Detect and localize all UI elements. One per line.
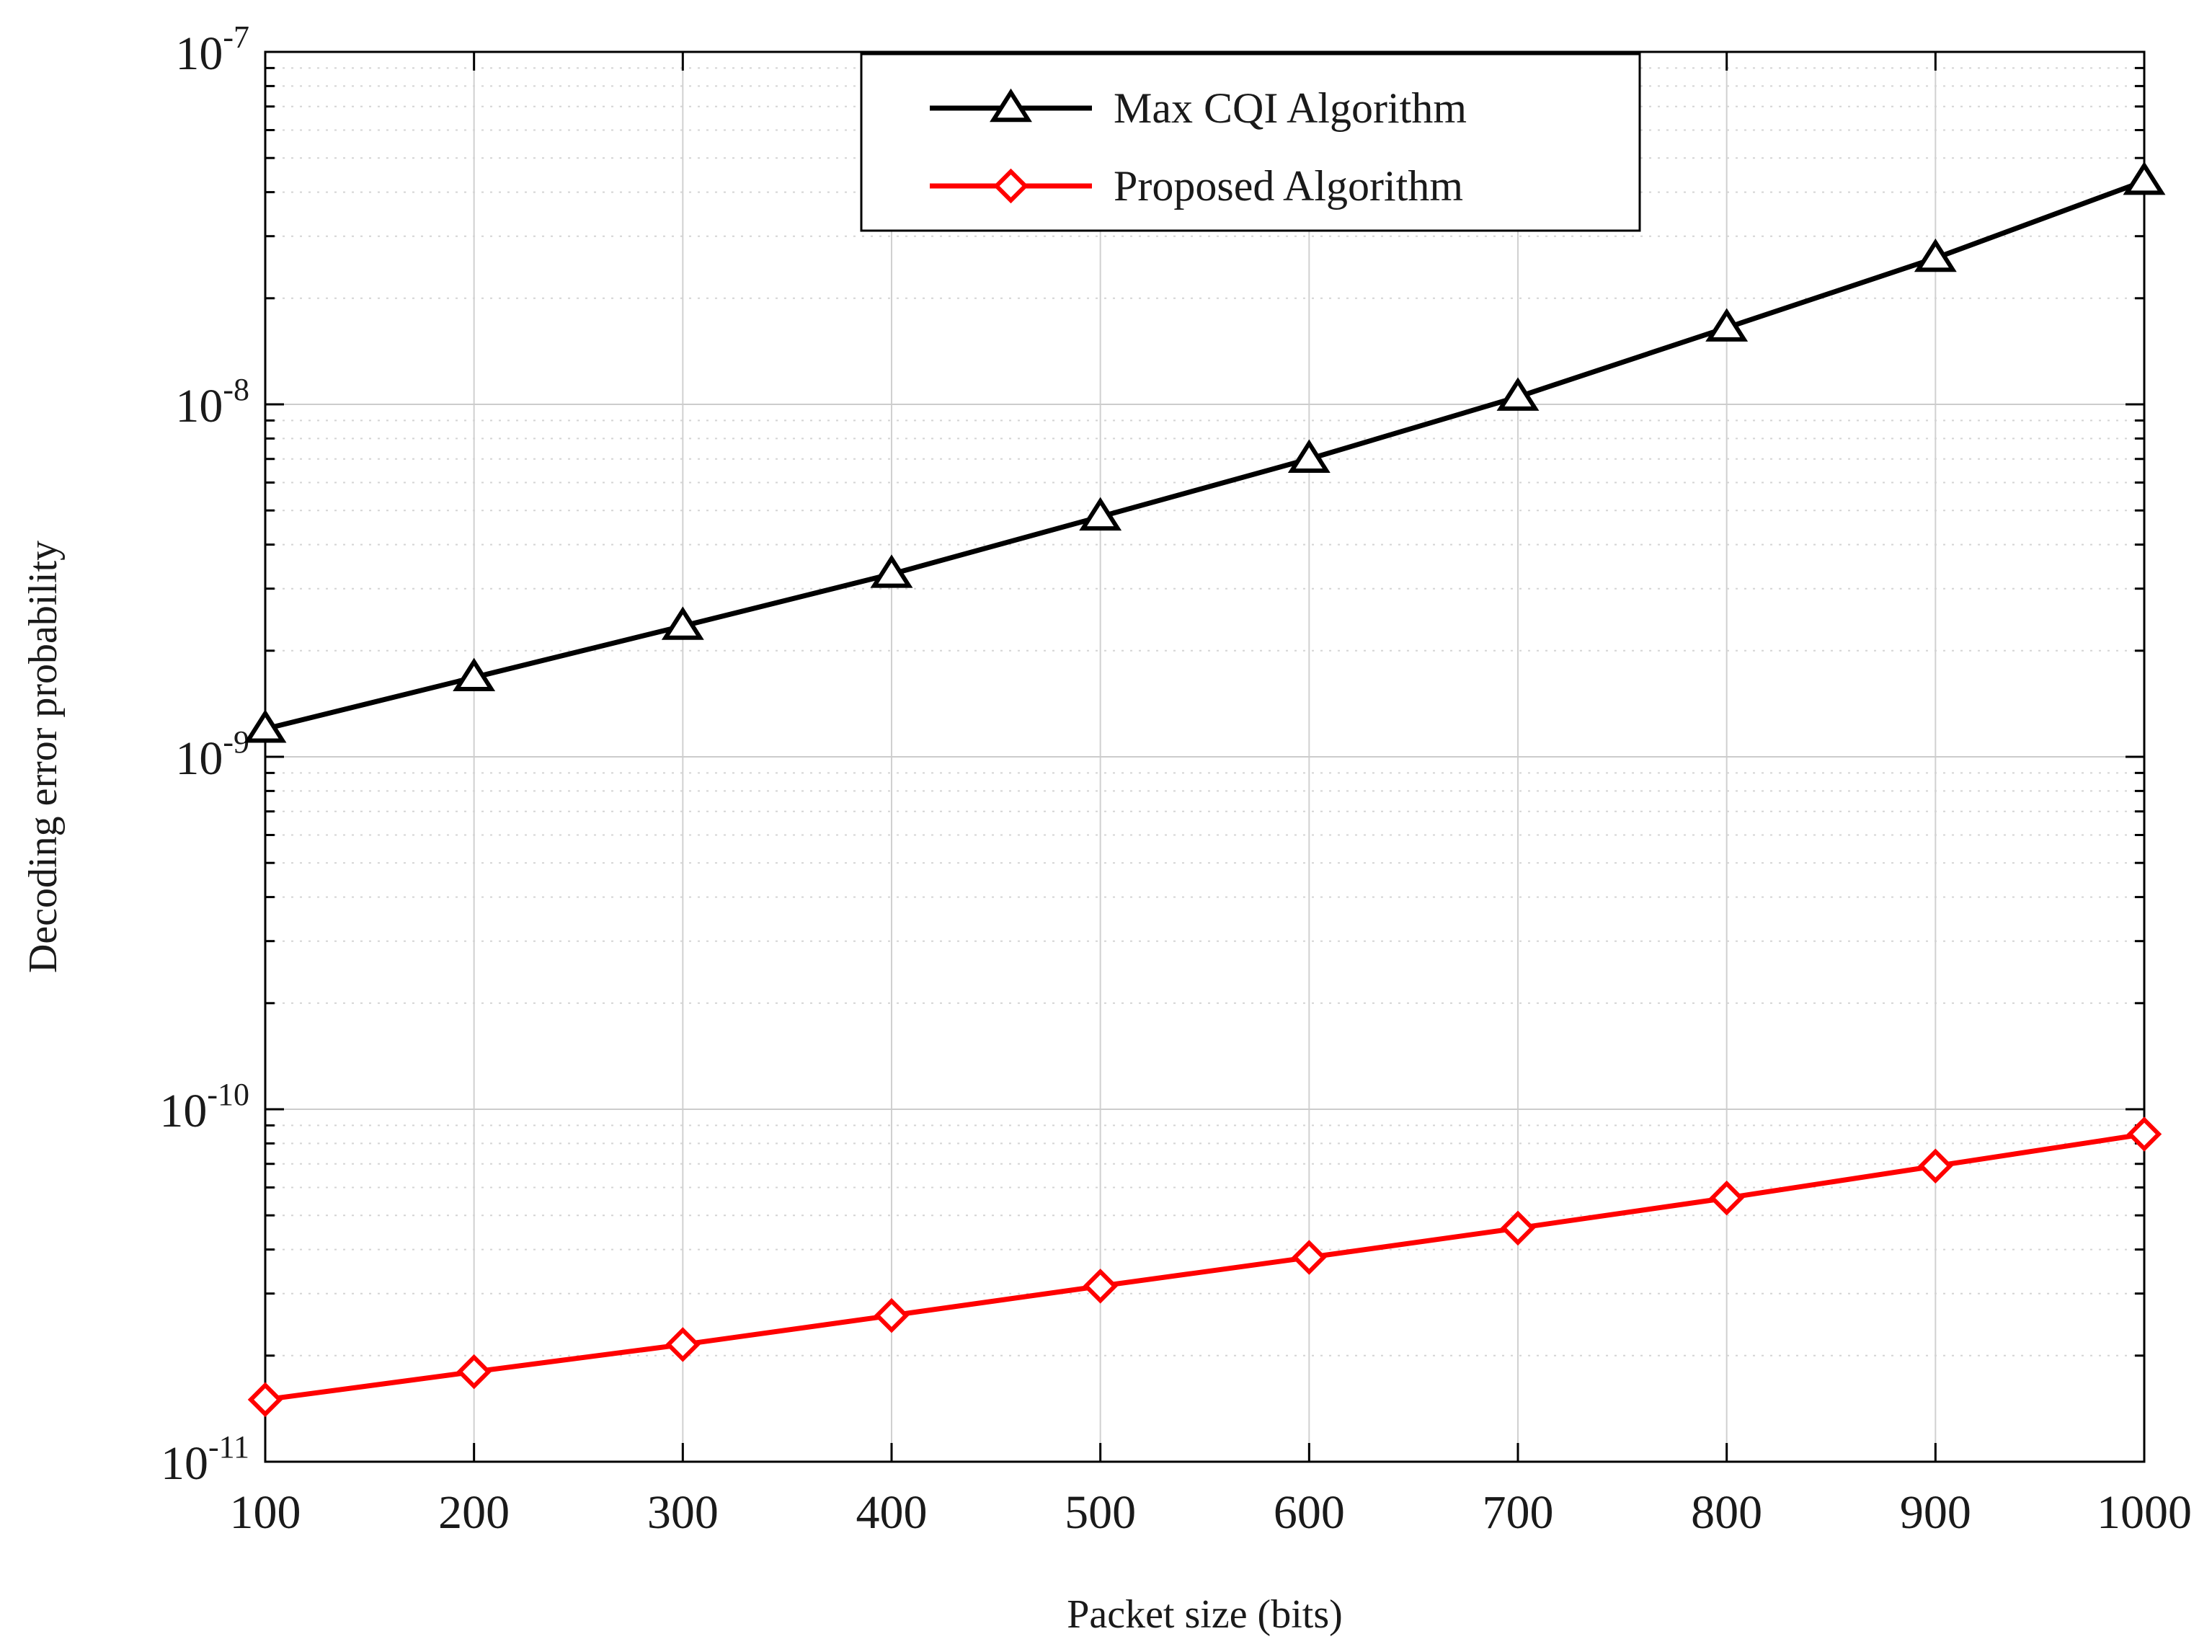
triangle-marker — [1705, 308, 1749, 342]
diamond-marker — [1292, 1240, 1327, 1275]
x-tick-label: 900 — [1900, 1486, 1971, 1539]
series-line — [265, 178, 2146, 732]
diamond-marker — [1709, 1180, 1744, 1216]
x-tick-label: 400 — [856, 1486, 928, 1539]
axis-ticks — [264, 52, 2146, 1463]
triangle-marker — [1287, 439, 1331, 473]
legend-label: Max CQI Algorithm — [1114, 84, 1467, 132]
y-axis-label: Decoding error probability — [21, 541, 66, 973]
y-tick-label: 10-7 — [175, 19, 249, 80]
triangle-marker — [661, 606, 704, 640]
diamond-marker — [665, 1327, 701, 1362]
triangle-marker — [1914, 238, 1957, 272]
x-tick-label: 500 — [1065, 1486, 1136, 1539]
triangle-marker — [870, 554, 913, 588]
series-max-cqi — [244, 161, 2166, 743]
data-series — [244, 161, 2166, 1418]
diamond-marker — [456, 1354, 492, 1390]
diamond-marker — [1500, 1210, 1536, 1246]
diamond-marker — [1918, 1148, 1953, 1184]
y-tick-label: 10-8 — [175, 372, 249, 432]
legend-triangle-marker — [990, 88, 1032, 123]
y-tick-labels: 10-11 10-10 10-9 10-8 10-7 — [159, 19, 249, 1490]
triangle-marker — [244, 709, 287, 743]
x-tick-label: 1000 — [2097, 1486, 2192, 1539]
triangle-marker — [1079, 497, 1122, 531]
series-proposed — [247, 1116, 2162, 1418]
x-tick-label: 200 — [438, 1486, 510, 1539]
x-tick-label: 700 — [1483, 1486, 1554, 1539]
x-axis-label: Packet size (bits) — [1067, 1592, 1343, 1637]
triangle-marker — [1496, 377, 1540, 411]
grid-lines — [265, 52, 2144, 1462]
y-tick-label: 10-10 — [159, 1077, 249, 1137]
x-tick-label: 300 — [647, 1486, 719, 1539]
legend: Max CQI Algorithm Proposed Algorithm — [860, 53, 1641, 232]
diamond-marker — [874, 1297, 910, 1333]
diamond-marker — [2126, 1116, 2162, 1152]
legend-diamond-marker — [993, 168, 1029, 204]
triangle-marker — [453, 657, 496, 692]
legend-label: Proposed Algorithm — [1114, 162, 1463, 210]
series-line — [265, 1132, 2145, 1403]
x-tick-label: 800 — [1691, 1486, 1762, 1539]
y-tick-label: 10-9 — [175, 724, 249, 785]
triangle-marker — [2123, 161, 2166, 195]
x-tick-label: 100 — [230, 1486, 301, 1539]
x-tick-labels: 100 200 300 400 500 600 700 800 900 1000 — [230, 1486, 2193, 1539]
y-tick-label: 10-11 — [161, 1429, 249, 1490]
x-tick-label: 600 — [1274, 1486, 1345, 1539]
diamond-marker — [1083, 1269, 1118, 1304]
legend-box — [860, 53, 1641, 232]
diamond-marker — [247, 1382, 283, 1418]
